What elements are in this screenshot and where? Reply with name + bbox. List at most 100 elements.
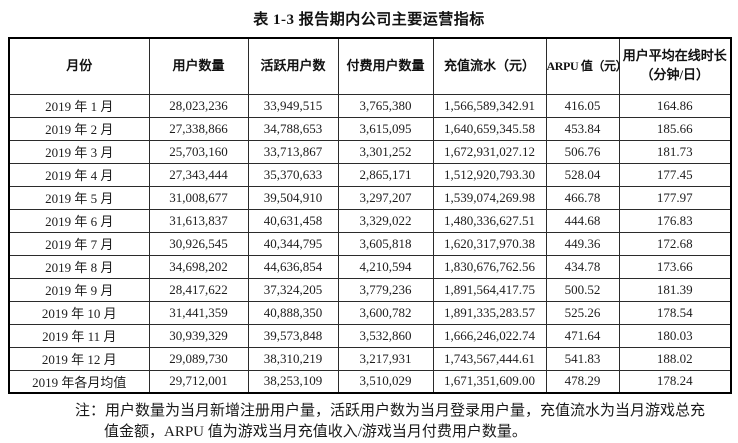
column-header: 月份 (8, 37, 150, 95)
value-cell: 28,417,622 (148, 277, 249, 302)
value-cell: 40,631,458 (247, 208, 339, 233)
value-cell: 27,338,866 (148, 116, 249, 141)
value-cell: 3,329,022 (337, 208, 434, 233)
table-row: 2019 年 4 月 27,343,444 35,370,633 2,865,171 1… (8, 162, 732, 187)
table-row: 2019 年 7 月 30,926,545 40,344,795 3,605,818 1… (8, 231, 732, 256)
value-cell: 434.78 (545, 254, 620, 279)
value-cell: 478.29 (545, 369, 620, 394)
column-header: ARPU 值（元） (545, 37, 620, 95)
value-cell: 453.84 (545, 116, 620, 141)
value-cell: 31,441,359 (148, 300, 249, 325)
value-cell: 1,620,317,970.38 (432, 231, 547, 256)
table-body: 2019 年 1 月 28,023,236 33,949,515 3,765,380 1… (8, 93, 732, 394)
month-cell: 2019 年 7 月 (8, 231, 150, 256)
footnote: 注：用户数量为当月新增注册用户量，活跃用户数为当月登录用户量，充值流水为当月游戏… (0, 401, 738, 443)
value-cell: 3,301,252 (337, 139, 434, 164)
value-cell: 181.73 (618, 139, 732, 164)
value-cell: 173.66 (618, 254, 732, 279)
value-cell: 188.02 (618, 346, 732, 371)
column-header: 充值流水（元） (432, 37, 547, 95)
value-cell: 3,217,931 (337, 346, 434, 371)
value-cell: 40,344,795 (247, 231, 339, 256)
value-cell: 1,743,567,444.61 (432, 346, 547, 371)
value-cell: 1,480,336,627.51 (432, 208, 547, 233)
value-cell: 3,765,380 (337, 93, 434, 118)
table-title: 表 1-3 报告期内公司主要运营指标 (253, 12, 485, 28)
value-cell: 27,343,444 (148, 162, 249, 187)
value-cell: 506.76 (545, 139, 620, 164)
value-cell: 500.52 (545, 277, 620, 302)
value-cell: 1,891,564,417.75 (432, 277, 547, 302)
value-cell: 178.24 (618, 369, 732, 394)
value-cell: 3,532,860 (337, 323, 434, 348)
month-cell: 2019 年 6 月 (8, 208, 150, 233)
value-cell: 37,324,205 (247, 277, 339, 302)
column-header: 用户数量 (148, 37, 249, 95)
month-cell: 2019 年 3 月 (8, 139, 150, 164)
value-cell: 3,615,095 (337, 116, 434, 141)
value-cell: 178.54 (618, 300, 732, 325)
value-cell: 444.68 (545, 208, 620, 233)
value-cell: 1,640,659,345.58 (432, 116, 547, 141)
value-cell: 541.83 (545, 346, 620, 371)
value-cell: 1,891,335,283.57 (432, 300, 547, 325)
value-cell: 33,949,515 (247, 93, 339, 118)
value-cell: 1,539,074,269.98 (432, 185, 547, 210)
table-row: 2019 年各月均值 29,712,001 38,253,109 3,510,029 1… (8, 369, 732, 394)
column-header: 用户平均在线时长（分钟/日） (618, 37, 732, 95)
footnote-line-2: 值金额，ARPU 值为游戏当月充值收入/游戏当月付费用户数量。 (104, 424, 527, 440)
value-cell: 180.03 (618, 323, 732, 348)
value-cell: 528.04 (545, 162, 620, 187)
value-cell: 30,939,329 (148, 323, 249, 348)
value-cell: 40,888,350 (247, 300, 339, 325)
month-cell: 2019 年 1 月 (8, 93, 150, 118)
value-cell: 525.26 (545, 300, 620, 325)
value-cell: 31,008,677 (148, 185, 249, 210)
value-cell: 416.05 (545, 93, 620, 118)
value-cell: 172.68 (618, 231, 732, 256)
value-cell: 1,671,351,609.00 (432, 369, 547, 394)
value-cell: 177.45 (618, 162, 732, 187)
value-cell: 25,703,160 (148, 139, 249, 164)
value-cell: 1,566,589,342.91 (432, 93, 547, 118)
value-cell: 29,712,001 (148, 369, 249, 394)
table-row: 2019 年 2 月 27,338,866 34,788,653 3,615,095 1… (8, 116, 732, 141)
value-cell: 176.83 (618, 208, 732, 233)
value-cell: 31,613,837 (148, 208, 249, 233)
value-cell: 181.39 (618, 277, 732, 302)
value-cell: 1,672,931,027.12 (432, 139, 547, 164)
table-row: 2019 年 8 月 34,698,202 44,636,854 4,210,594 1… (8, 254, 732, 279)
month-cell: 2019 年 12 月 (8, 346, 150, 371)
value-cell: 34,698,202 (148, 254, 249, 279)
month-cell: 2019 年 10 月 (8, 300, 150, 325)
value-cell: 4,210,594 (337, 254, 434, 279)
value-cell: 449.36 (545, 231, 620, 256)
month-cell: 2019 年 9 月 (8, 277, 150, 302)
month-cell: 2019 年 11 月 (8, 323, 150, 348)
value-cell: 44,636,854 (247, 254, 339, 279)
value-cell: 35,370,633 (247, 162, 339, 187)
value-cell: 3,605,818 (337, 231, 434, 256)
value-cell: 38,310,219 (247, 346, 339, 371)
value-cell: 29,089,730 (148, 346, 249, 371)
value-cell: 3,297,207 (337, 185, 434, 210)
value-cell: 3,779,236 (337, 277, 434, 302)
value-cell: 2,865,171 (337, 162, 434, 187)
table-row: 2019 年 9 月 28,417,622 37,324,205 3,779,236 1… (8, 277, 732, 302)
value-cell: 164.86 (618, 93, 732, 118)
table-row: 2019 年 1 月 28,023,236 33,949,515 3,765,380 1… (8, 93, 732, 118)
table-row: 2019 年 11 月 30,939,329 39,573,848 3,532,860… (8, 323, 732, 348)
table-row: 2019 年 12 月 29,089,730 38,310,219 3,217,931… (8, 346, 732, 371)
value-cell: 1,666,246,022.74 (432, 323, 547, 348)
column-header: 付费用户数量 (337, 37, 434, 95)
value-cell: 3,600,782 (337, 300, 434, 325)
value-cell: 466.78 (545, 185, 620, 210)
footnote-line-1: 注：用户数量为当月新增注册用户量，活跃用户数为当月登录用户量，充值流水为当月游戏… (75, 403, 706, 419)
table-row: 2019 年 10 月 31,441,359 40,888,350 3,600,782… (8, 300, 732, 325)
value-cell: 185.66 (618, 116, 732, 141)
value-cell: 28,023,236 (148, 93, 249, 118)
value-cell: 30,926,545 (148, 231, 249, 256)
value-cell: 33,713,867 (247, 139, 339, 164)
